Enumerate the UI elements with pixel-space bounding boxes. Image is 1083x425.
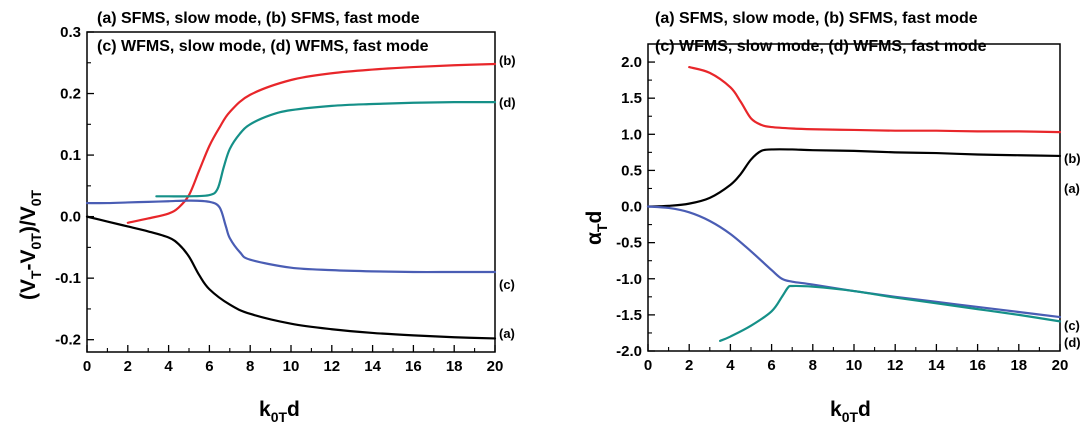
right-x-tick-label: 2 — [685, 357, 693, 374]
left-y-tick-label: 0.2 — [60, 86, 81, 103]
right-y-axis-label: αTd — [583, 211, 610, 245]
left-y-label-p2: -V — [17, 249, 40, 270]
right-x-tick-label: 0 — [644, 357, 652, 374]
left-y-tick-label: -0.1 — [55, 270, 81, 287]
left-series-c-line — [85, 199, 497, 274]
right-x-axis-label-tail: d — [858, 398, 871, 421]
right-panel: 0 2 4 6 8 10 12 14 16 18 20 2.0 1.5 1.0 0.5 0.0 -0.5 -1.0… — [583, 10, 1081, 425]
right-x-axis-label-main: k — [830, 398, 842, 421]
left-axis-ticks: 0 2 4 6 8 10 12 14 16 18 20 0.3 0.2 0.1 0.0 -0.1 -0.2 — [55, 24, 503, 375]
left-panel: 0 2 4 6 8 10 12 14 16 18 20 0.3 0.2 0.1 0.0 -0.1 -0.2 (a… — [17, 10, 516, 425]
left-y-label-s3: 0T — [28, 189, 44, 206]
left-y-tick-label: 0.3 — [60, 24, 81, 41]
left-x-tick-label: 12 — [323, 358, 340, 375]
left-y-tick-label: -0.2 — [55, 332, 81, 349]
right-x-tick-label: 10 — [846, 357, 863, 374]
left-legend-line-1: (a) SFMS, slow mode, (b) SFMS, fast mode — [97, 10, 420, 27]
right-legend-line-2: (c) WFMS, slow mode, (d) WFMS, fast mode — [655, 38, 987, 55]
right-y-tick-label: -0.5 — [616, 235, 642, 252]
left-x-tick-label: 4 — [164, 358, 173, 375]
left-y-label-p3: )/V — [17, 206, 40, 233]
right-x-axis-label: k0Td — [830, 398, 871, 425]
left-x-tick-label: 14 — [364, 358, 381, 375]
right-x-tick-label: 14 — [928, 357, 945, 374]
right-axis-ticks: 0 2 4 6 8 10 12 14 16 18 20 2.0 1.5 1.0 0.5 0.0 -0.5 -1.0… — [616, 54, 1068, 374]
right-y-tick-label: -1.0 — [616, 271, 642, 288]
left-y-tick-label: 0.1 — [60, 147, 81, 164]
right-series-a-line — [646, 148, 1062, 208]
left-x-tick-label: 18 — [446, 358, 463, 375]
left-series-b-line — [126, 62, 497, 224]
right-y-tick-label: -2.0 — [616, 343, 642, 360]
right-y-tick-label: 1.5 — [621, 90, 642, 107]
right-curves — [646, 66, 1062, 342]
left-x-tick-label: 10 — [283, 358, 300, 375]
right-y-tick-label: 2.0 — [621, 54, 642, 71]
left-tag-d: (d) — [499, 95, 516, 110]
right-x-tick-label: 16 — [969, 357, 986, 374]
left-tag-b: (b) — [499, 53, 516, 68]
right-legend-line-1: (a) SFMS, slow mode, (b) SFMS, fast mode — [655, 10, 978, 27]
left-x-tick-label: 0 — [83, 358, 91, 375]
right-x-tick-label: 12 — [887, 357, 904, 374]
right-tag-a: (a) — [1064, 181, 1080, 196]
left-y-label-s2: 0T — [28, 233, 44, 250]
left-legend-line-2: (c) WFMS, slow mode, (d) WFMS, fast mode — [97, 38, 429, 55]
left-x-tick-label: 16 — [405, 358, 422, 375]
right-y-tick-label: 0.0 — [621, 199, 642, 216]
right-series-b-line — [688, 66, 1062, 134]
right-tag-b: (b) — [1064, 151, 1081, 166]
left-y-label-s1: T — [28, 270, 44, 279]
left-x-axis-label-sub: 0T — [271, 409, 288, 425]
left-y-axis-label: (VT-V0T)/V0T — [17, 189, 44, 300]
right-y-tick-label: 1.0 — [621, 126, 642, 143]
right-tag-d: (d) — [1064, 335, 1081, 350]
right-x-tick-label: 6 — [767, 357, 775, 374]
right-x-tick-label: 20 — [1052, 357, 1069, 374]
right-x-tick-label: 18 — [1010, 357, 1027, 374]
right-y-label-main: α — [583, 232, 606, 245]
right-y-label-sub: T — [594, 223, 610, 232]
left-series-d-line — [155, 101, 497, 198]
right-series-d-line — [719, 284, 1062, 342]
left-series-a-line — [85, 215, 497, 340]
right-series-c-line — [646, 205, 1062, 319]
left-x-tick-label: 6 — [205, 358, 213, 375]
right-x-tick-label: 8 — [809, 357, 817, 374]
left-x-axis-label: k0Td — [259, 398, 300, 425]
right-y-label-tail: d — [583, 211, 606, 224]
left-y-tick-label: 0.0 — [60, 209, 81, 226]
right-x-tick-label: 4 — [726, 357, 735, 374]
right-y-tick-label: -1.5 — [616, 307, 642, 324]
left-tag-a: (a) — [499, 326, 515, 341]
left-y-label-p1: (V — [17, 279, 40, 300]
left-x-axis-label-tail: d — [287, 398, 300, 421]
right-tag-c: (c) — [1064, 318, 1080, 333]
left-x-axis-label-main: k — [259, 398, 271, 421]
left-x-tick-label: 20 — [487, 358, 504, 375]
left-tag-c: (c) — [499, 277, 515, 292]
left-x-tick-label: 8 — [246, 358, 254, 375]
right-y-tick-label: 0.5 — [621, 162, 642, 179]
left-x-tick-label: 2 — [124, 358, 132, 375]
right-x-axis-label-sub: 0T — [842, 409, 859, 425]
left-curves — [85, 62, 497, 340]
